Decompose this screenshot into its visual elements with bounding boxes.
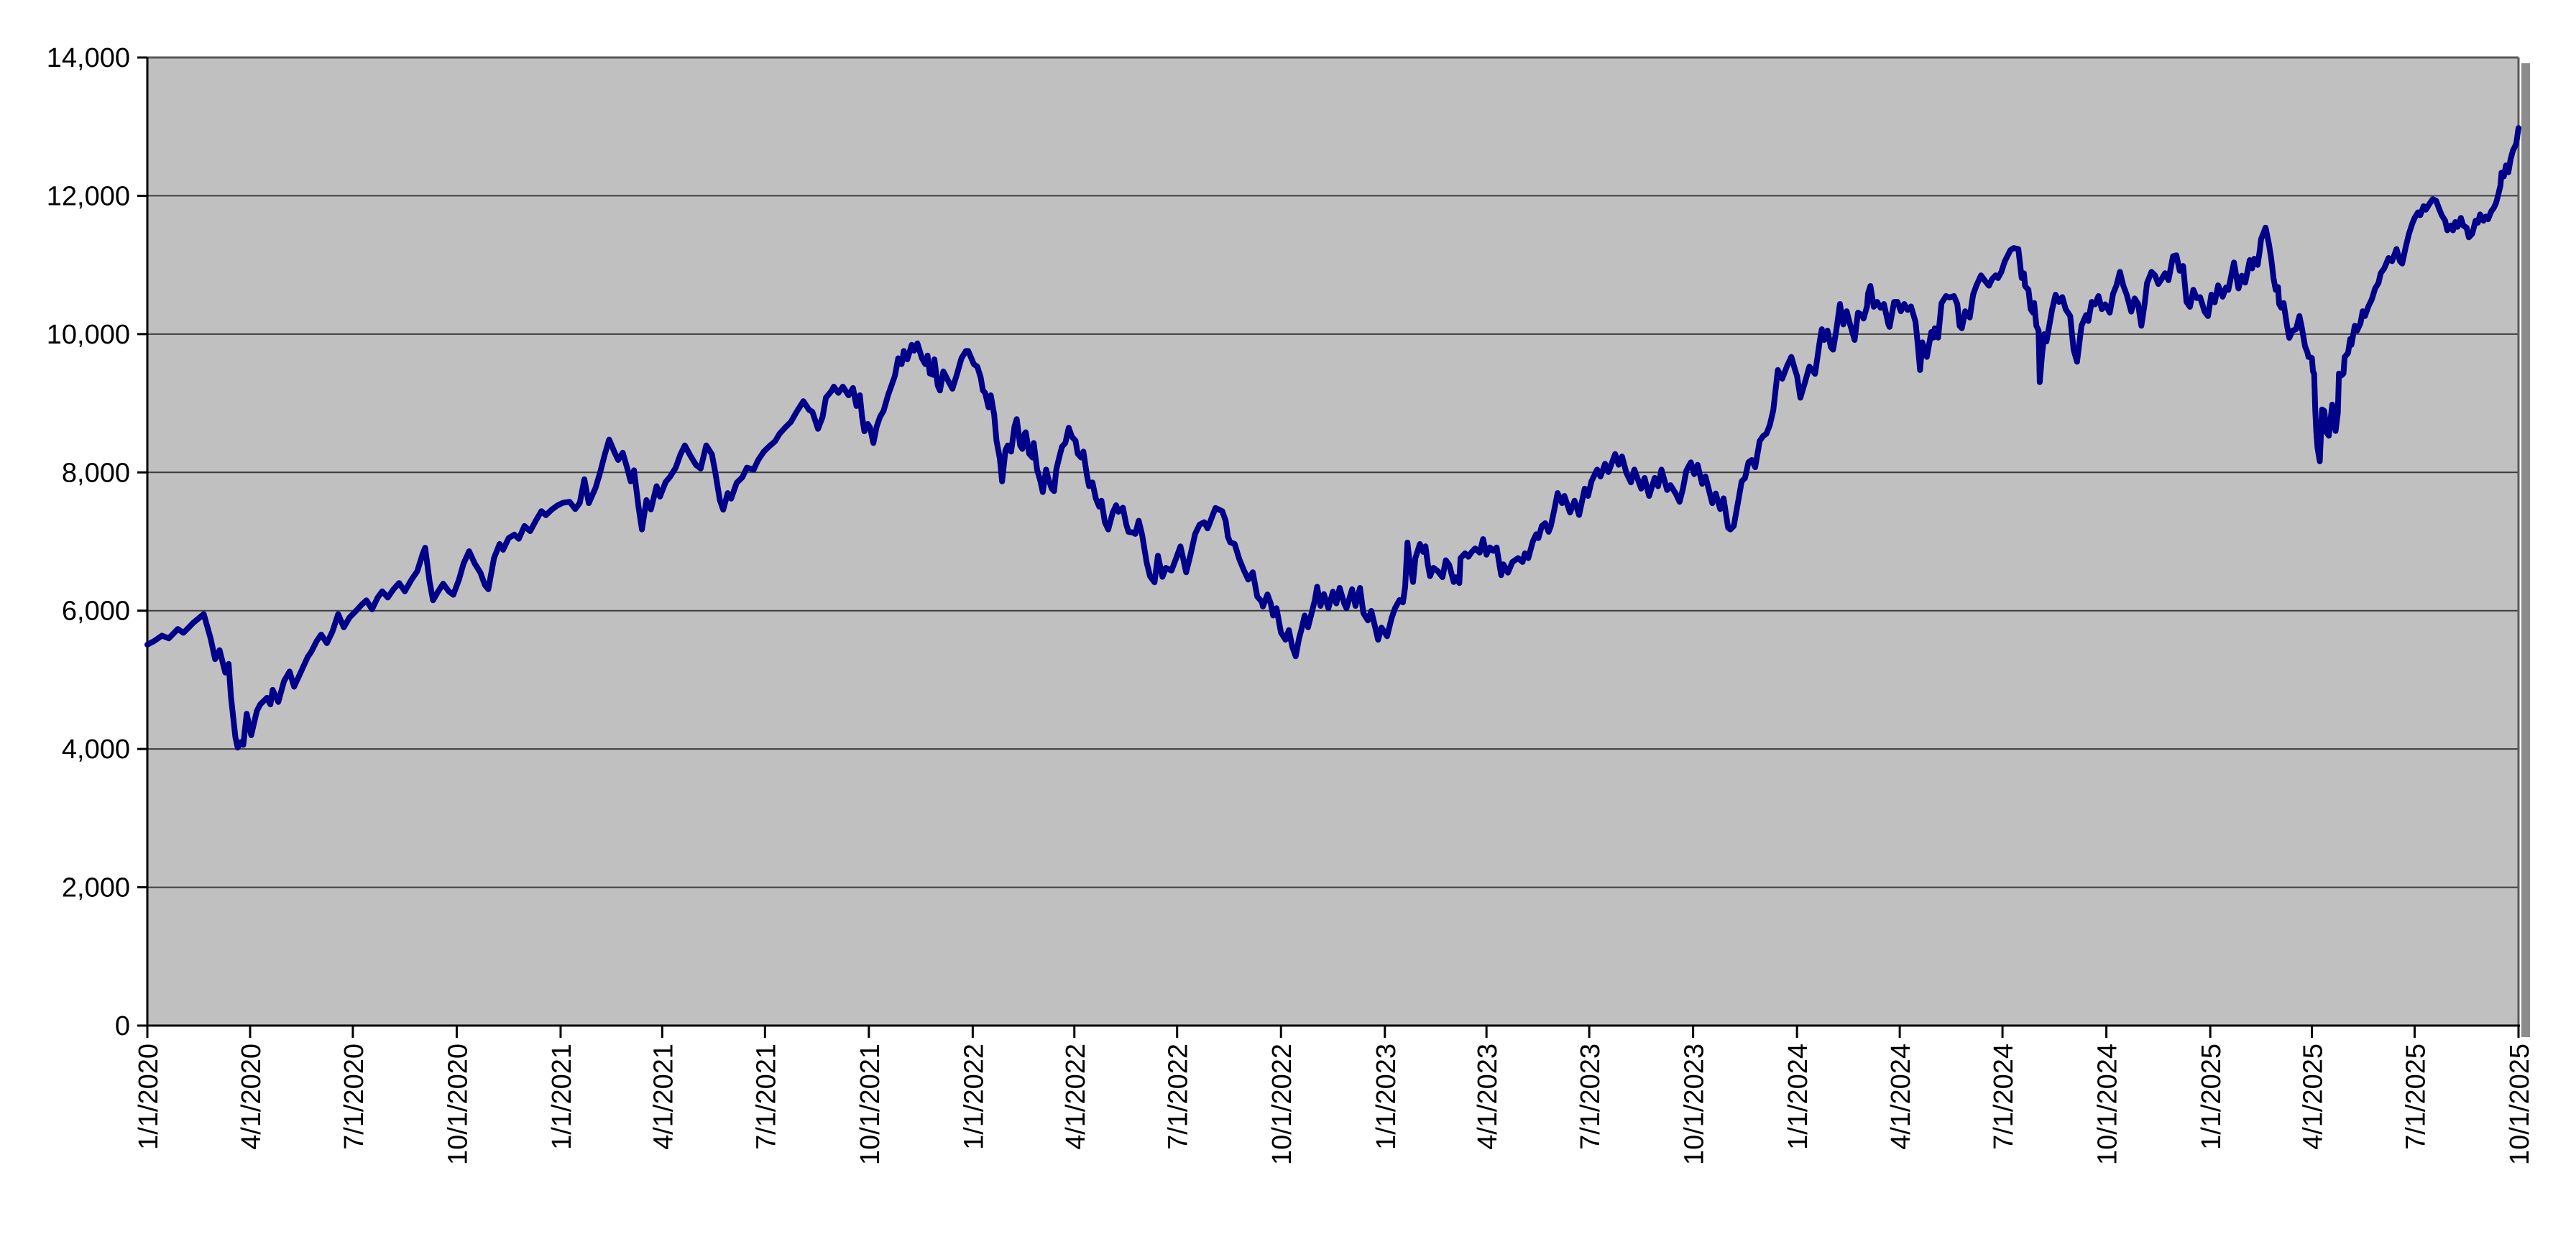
- x-axis-tick-label: 4/1/2025: [2299, 1044, 2329, 1150]
- y-axis-tick-label: 10,000: [47, 320, 130, 350]
- y-axis-tick-label: 6,000: [62, 597, 130, 627]
- x-axis-tick-label: 7/1/2020: [339, 1044, 369, 1150]
- x-axis-tick-label: 7/1/2022: [1164, 1044, 1194, 1150]
- x-axis-tick-label: 7/1/2024: [1989, 1044, 2019, 1150]
- x-axis-tick-label: 10/1/2022: [1267, 1044, 1297, 1165]
- x-axis-tick-label: 10/1/2023: [1680, 1044, 1710, 1165]
- y-axis-tick-label: 2,000: [62, 873, 130, 903]
- x-axis-tick-label: 1/1/2023: [1371, 1044, 1402, 1150]
- x-axis-tick-label: 4/1/2020: [236, 1044, 267, 1150]
- x-axis-tick-label: 1/1/2022: [959, 1044, 989, 1150]
- x-axis-tick-label: 1/1/2020: [134, 1044, 164, 1150]
- x-axis-tick-label: 4/1/2023: [1473, 1044, 1503, 1150]
- x-axis-tick-label: 1/1/2024: [1783, 1044, 1813, 1150]
- x-axis-tick-label: 10/1/2025: [2505, 1044, 2535, 1165]
- y-axis-tick-label: 14,000: [47, 43, 130, 73]
- x-axis-tick-label: 4/1/2022: [1061, 1044, 1091, 1150]
- x-axis-tick-label: 10/1/2021: [855, 1044, 886, 1165]
- x-axis-tick-label: 10/1/2024: [2093, 1044, 2123, 1165]
- y-axis-tick-label: 8,000: [62, 458, 130, 488]
- plot-shadow: [2521, 63, 2530, 1037]
- x-axis-tick-label: 7/1/2021: [751, 1044, 781, 1150]
- series-line: [144, 125, 2521, 751]
- y-axis-tick-label: 12,000: [47, 181, 130, 211]
- x-axis-tick-label: 7/1/2025: [2401, 1044, 2431, 1150]
- y-axis-tick-label: 4,000: [62, 735, 130, 765]
- x-axis-tick-label: 1/1/2025: [2196, 1044, 2227, 1150]
- x-axis-tick-label: 4/1/2024: [1886, 1044, 1916, 1150]
- x-axis-tick-label: 1/1/2021: [547, 1044, 577, 1150]
- x-axis-tick-label: 7/1/2023: [1576, 1044, 1606, 1150]
- y-axis-tick-label: 0: [115, 1011, 130, 1041]
- x-axis-tick-label: 10/1/2020: [443, 1044, 473, 1165]
- x-axis-tick-label: 4/1/2021: [648, 1044, 678, 1150]
- plot-area: [147, 57, 2518, 1026]
